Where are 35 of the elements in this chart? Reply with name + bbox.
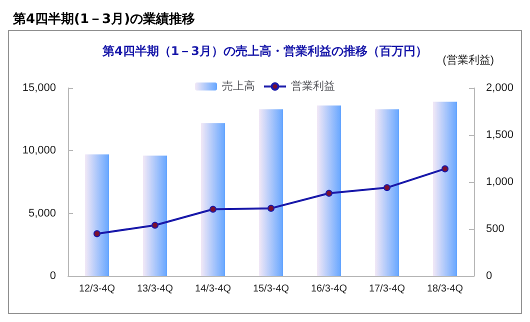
y-tick-label: 15,000 <box>22 82 56 94</box>
x-tick-label: 14/3-4Q <box>194 284 232 294</box>
legend-label: 売上高 <box>222 80 255 92</box>
bar <box>433 102 457 276</box>
point <box>152 222 158 229</box>
bar <box>317 106 341 276</box>
y2-tick-label: 1,500 <box>486 129 514 141</box>
point <box>326 190 332 197</box>
y-tick-label: 10,000 <box>22 144 56 157</box>
point <box>268 204 274 212</box>
y2-tick-label: 500 <box>486 223 504 235</box>
bar <box>85 154 109 276</box>
y-tick-label: 0 <box>50 270 56 282</box>
y2-tick-label: 1,000 <box>486 176 514 188</box>
y-tick-label: 5,000 <box>28 207 56 220</box>
x-tick-label: 18/3-4Q <box>426 284 464 294</box>
x-tick-label: 16/3-4Q <box>310 284 348 294</box>
x-tick-label: 12/3-4Q <box>78 284 116 294</box>
x-tick-label: 13/3-4Q <box>136 284 174 294</box>
bar <box>375 109 399 276</box>
bar <box>143 156 167 276</box>
legend-label: 営業利益 <box>291 80 335 92</box>
bar <box>259 109 283 276</box>
y2-axis-title: (営業利益) <box>442 54 494 66</box>
point <box>210 206 216 213</box>
point <box>94 230 100 238</box>
point <box>442 165 448 172</box>
y2-tick-label: 2,000 <box>486 82 514 94</box>
x-tick-label: 17/3-4Q <box>368 284 406 294</box>
chart-subtitle: 第4四半期（1－3月）の売上高・営業利益の推移（百万円） <box>101 44 428 58</box>
chart-title: 第4四半期(1－3月)の業績推移 <box>12 12 196 27</box>
bar <box>201 123 225 276</box>
y2-tick-label: 0 <box>486 270 492 282</box>
x-tick-label: 15/3-4Q <box>252 284 290 294</box>
point <box>384 184 390 192</box>
